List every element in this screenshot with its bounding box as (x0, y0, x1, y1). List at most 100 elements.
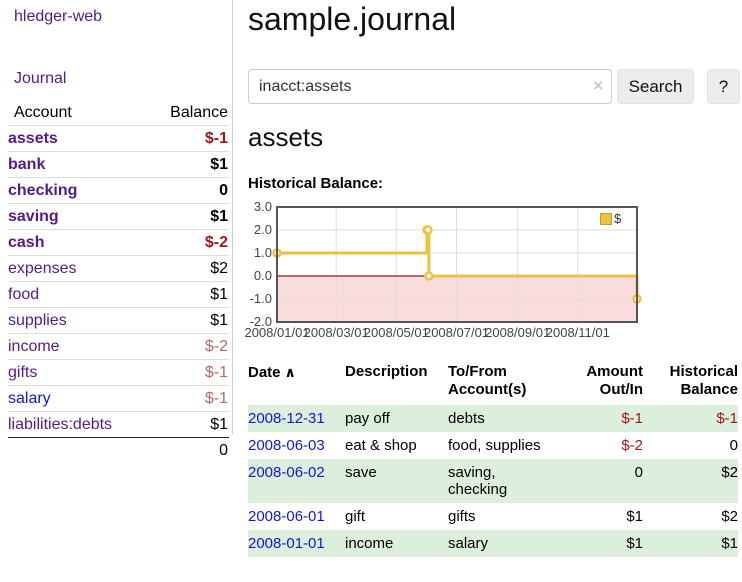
accounts-total-balance: 0 (149, 437, 229, 463)
transaction-date-link[interactable]: 2008-06-03 (248, 437, 325, 454)
sidebar-account-link-assets[interactable]: assets (8, 130, 58, 147)
account-row: saving $1 (8, 203, 229, 230)
transaction-date-link[interactable]: 2008-12-31 (248, 410, 325, 427)
sidebar-account-link-food[interactable]: food (8, 286, 40, 303)
chart-label: Historical Balance: (248, 175, 384, 192)
x-axis-tick-label: 2008/03/01 (303, 325, 369, 340)
transaction-cell: pay off (345, 410, 390, 427)
transaction-cell: $1 (626, 508, 643, 525)
transaction-cell: gifts (448, 508, 476, 525)
y-axis-tick-label: 1.0 (253, 245, 272, 260)
x-axis-tick-label: 2008/09/01 (485, 325, 551, 340)
account-balance: $-2 (149, 229, 229, 256)
transaction-cell: $1 (721, 535, 738, 552)
transaction-row: 2008-01-01 income salary $1 $1 (248, 530, 738, 557)
sidebar-account-link-gifts[interactable]: gifts (8, 364, 38, 381)
account-balance: $2 (149, 255, 229, 282)
account-row: assets $-1 (8, 125, 229, 152)
search-form: × Search ? (248, 69, 740, 104)
sidebar-account-link-supplies[interactable]: supplies (8, 312, 67, 329)
transaction-cell: saving, checking (448, 464, 508, 498)
sidebar-account-link-income[interactable]: income (8, 338, 60, 355)
transaction-cell: save (345, 464, 377, 481)
clear-search-icon[interactable]: × (593, 76, 603, 95)
transaction-cell: income (345, 535, 394, 552)
account-balance: 0 (149, 177, 229, 204)
sort-ascending-icon: ∧ (284, 364, 296, 380)
y-axis-tick-label: 3.0 (253, 199, 272, 214)
transaction-cell: debts (448, 410, 485, 427)
legend-label: $ (614, 211, 622, 226)
transaction-row: 2008-12-31 pay off debts $-1 $-1 (248, 405, 738, 432)
app-brand-link[interactable]: hledger-web (14, 8, 103, 25)
account-balance: $-1 (149, 125, 229, 152)
account-row: salary $-1 (8, 385, 229, 412)
accounts-header-account: Account (14, 104, 72, 121)
account-balance: $-2 (149, 333, 229, 360)
transactions-table: Date ∧ Description To/From Account(s) Amount… (248, 360, 738, 557)
account-row: supplies $1 (8, 307, 229, 334)
transaction-row: 2008-06-02 save saving, checking 0 $2 (248, 459, 738, 503)
search-input[interactable] (248, 69, 612, 104)
chart-plot-area (272, 206, 642, 323)
account-row: expenses $2 (8, 255, 229, 282)
help-button[interactable]: ? (707, 69, 740, 104)
sidebar-divider (232, 0, 233, 434)
sidebar-account-link-checking[interactable]: checking (8, 182, 78, 199)
sidebar-account-link-liabilities-debts[interactable]: liabilities:debts (8, 416, 113, 433)
account-row: checking 0 (8, 177, 229, 204)
transaction-date-link[interactable]: 2008-06-02 (248, 464, 325, 481)
sidebar-account-link-salary[interactable]: salary (8, 390, 51, 407)
transaction-date-link[interactable]: 2008-01-01 (248, 535, 325, 552)
account-row: gifts $-1 (8, 359, 229, 386)
accounts-header-balance: Balance (170, 104, 228, 121)
txn-header-description: Description (345, 363, 428, 380)
historical-balance-chart: $ 3.0 2.0 1.0 0.0 -1.0 -2.0 2008/01/01 2008/03/… (244, 199, 708, 348)
account-balance: $-1 (149, 385, 229, 412)
accounts-total-row: 0 (8, 437, 229, 463)
legend-swatch-icon (600, 212, 612, 225)
nav-journal-link[interactable]: Journal (14, 70, 67, 87)
account-row: cash $-2 (8, 229, 229, 256)
y-axis-tick-label: 0.0 (253, 268, 272, 283)
y-axis-tick-label: 2.0 (253, 222, 272, 237)
account-row: income $-2 (8, 333, 229, 360)
page-title: sample.journal (248, 1, 457, 37)
search-button[interactable]: Search (617, 69, 694, 104)
account-balance: $1 (149, 203, 229, 230)
txn-header-historical-balance: Historical Balance (669, 363, 738, 398)
account-row: liabilities:debts $1 (8, 411, 229, 438)
sidebar-account-link-bank[interactable]: bank (8, 156, 46, 173)
transaction-cell: gift (345, 508, 366, 525)
txn-header-to-from-account-s-: To/From Account(s) (448, 363, 527, 398)
accounts-table: Account Balance assets $-1 bank $1 checking 0… (8, 100, 229, 463)
transaction-cell: $1 (626, 535, 643, 552)
x-axis-tick-label: 2008/05/01 (363, 325, 429, 340)
x-axis-tick-label: 2008/07/01 (423, 325, 490, 340)
y-axis-tick-label: -2.0 (249, 314, 272, 329)
transaction-cell: $2 (721, 508, 738, 525)
transaction-cell: $-1 (716, 410, 738, 427)
txn-header-date[interactable]: Date ∧ (248, 364, 296, 381)
x-axis-tick-label: 2008/11/01 (545, 325, 610, 340)
account-row: food $1 (8, 281, 229, 308)
account-balance: $1 (149, 411, 229, 438)
y-axis-tick-label: -1.0 (249, 291, 272, 306)
account-balance: $1 (149, 151, 229, 178)
transaction-row: 2008-06-03 eat & shop food, supplies $-2 0 (248, 432, 738, 459)
transaction-row: 2008-06-01 gift gifts $1 $2 (248, 503, 738, 530)
x-axis-tick-label: 2008/01/01 (244, 325, 310, 340)
account-balance: $1 (149, 281, 229, 308)
main-content: sample.journal × Search ? assets Histori… (244, 0, 740, 582)
transaction-cell: $-2 (621, 437, 643, 454)
transaction-cell: 0 (729, 437, 738, 454)
transaction-cell: 0 (634, 464, 643, 481)
sidebar-account-link-saving[interactable]: saving (8, 208, 59, 225)
sidebar: hledger-web Journal Account Balance asse… (0, 0, 233, 582)
sidebar-account-link-cash[interactable]: cash (8, 234, 45, 251)
transaction-cell: $2 (721, 464, 738, 481)
account-heading: assets (248, 122, 324, 152)
account-balance: $-1 (149, 359, 229, 386)
transaction-date-link[interactable]: 2008-06-01 (248, 508, 325, 525)
sidebar-account-link-expenses[interactable]: expenses (8, 260, 77, 277)
